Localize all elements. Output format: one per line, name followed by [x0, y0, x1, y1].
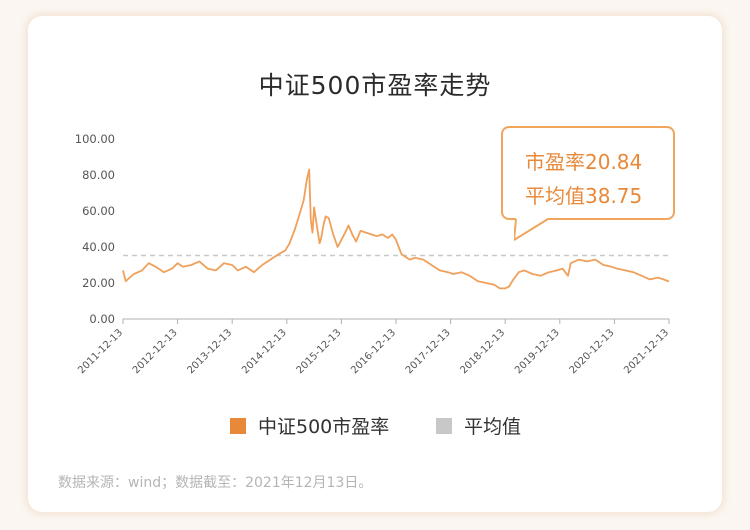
- y-tick-label: 20.00: [82, 276, 115, 290]
- pe-line-chart: 0.00 20.00 40.00 60.00 80.00 100.00 2011-12-13…: [75, 132, 671, 376]
- y-tick-label: 80.00: [82, 168, 115, 182]
- legend-label-pe: 中证500市盈率: [258, 416, 390, 438]
- callout-pointer: [514, 218, 549, 241]
- legend-item-average: 平均值: [436, 412, 521, 439]
- chart-legend: 中证500市盈率 平均值: [28, 412, 722, 438]
- x-tick-label: 2018-12-13: [458, 327, 507, 376]
- x-tick-label: 2011-12-13: [76, 327, 125, 376]
- pe-series-line: [122, 168, 670, 290]
- x-tick-label: 2016-12-13: [349, 327, 398, 376]
- y-tick-label: 60.00: [82, 204, 115, 218]
- x-tick-label: 2019-12-13: [513, 327, 562, 376]
- x-tick-label: 2012-12-13: [131, 327, 180, 376]
- y-tick-label: 0.00: [89, 312, 115, 326]
- legend-swatch-pe: [230, 417, 246, 434]
- x-tick-label: 2013-12-13: [185, 327, 234, 376]
- x-tick-label: 2017-12-13: [404, 327, 453, 376]
- source-note: 数据来源：wind；数据截至：2021年12月13日。: [58, 475, 373, 491]
- x-tick-label: 2020-12-13: [568, 327, 617, 376]
- y-tick-label: 40.00: [82, 240, 115, 254]
- legend-item-pe: 中证500市盈率: [230, 412, 389, 439]
- x-tick-label: 2014-12-13: [240, 327, 289, 376]
- x-tick-label: 2015-12-13: [295, 327, 344, 376]
- callout-avg-value: 平均值38.75: [525, 184, 643, 208]
- value-callout: 市盈率20.84 平均值38.75: [501, 126, 675, 220]
- legend-label-average: 平均值: [464, 416, 522, 438]
- callout-pe-value: 市盈率20.84: [525, 150, 643, 174]
- chart-card: 中证500市盈率走势 0.00 20.00 40.00 60.00 80.00 100.0…: [28, 16, 722, 512]
- x-tick-label: 2021-12-13: [622, 327, 671, 376]
- legend-swatch-average: [436, 417, 452, 434]
- chart-title: 中证500市盈率走势: [258, 71, 492, 100]
- y-tick-label: 100.00: [75, 132, 115, 146]
